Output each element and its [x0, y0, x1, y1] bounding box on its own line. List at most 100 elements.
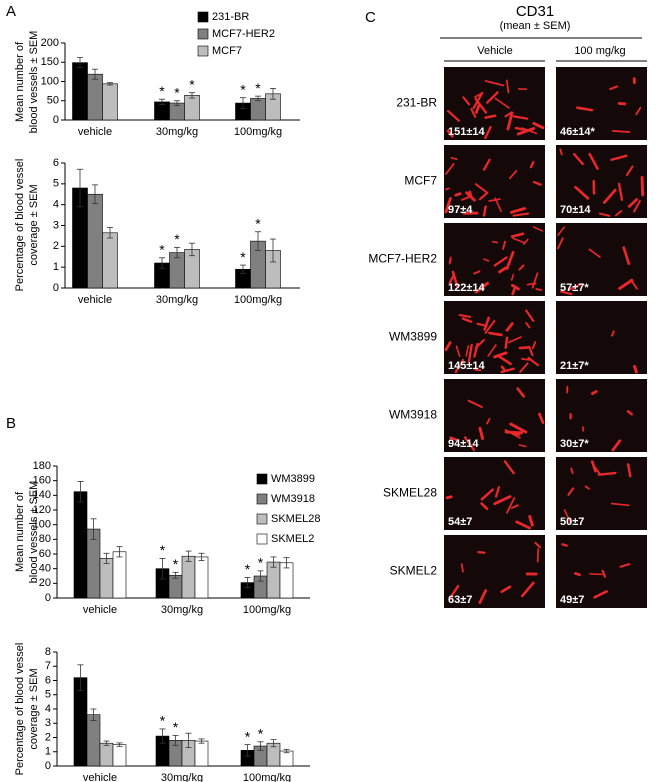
- error-bar: [255, 231, 261, 251]
- significance-marker: *: [245, 561, 251, 577]
- bar: [279, 750, 294, 767]
- vessel-streak: [482, 158, 491, 171]
- y-tick-label: 4: [45, 703, 51, 715]
- y-tick-label: 100: [33, 519, 51, 531]
- significance-marker: *: [240, 81, 246, 97]
- error-bar: [240, 264, 246, 274]
- legend-label: 231-BR: [212, 11, 249, 23]
- error-bar: [77, 168, 83, 208]
- vessel-streak: [504, 429, 521, 439]
- legend-label: WM3918: [271, 493, 315, 505]
- vessel-streak: [525, 309, 535, 322]
- micrograph: [444, 379, 545, 452]
- row-label: WM3918: [389, 408, 437, 422]
- significance-marker: *: [173, 719, 179, 735]
- y-tick-label: 160: [33, 475, 51, 487]
- vessel-streak: [480, 488, 495, 501]
- vessel-streak: [484, 319, 496, 334]
- vessel-streak: [521, 581, 535, 598]
- vessel-streak: [496, 354, 512, 366]
- y-tick-label: 0: [45, 592, 51, 604]
- vessel-streak: [635, 106, 642, 116]
- significance-marker: *: [174, 231, 180, 247]
- vessel-streak: [609, 85, 619, 91]
- vessel-streak: [611, 439, 622, 452]
- vessel-streak: [478, 191, 489, 201]
- vessel-streak: [627, 198, 639, 208]
- vessel-streak: [458, 314, 472, 318]
- error-bar: [198, 552, 205, 561]
- y-tick-label: 180: [33, 460, 51, 472]
- vessel-streak: [463, 436, 476, 452]
- vessel-streak: [473, 270, 481, 275]
- bar: [194, 556, 209, 599]
- bar: [72, 62, 88, 121]
- vessel-streak: [505, 79, 510, 94]
- vessel-streak: [633, 200, 641, 213]
- vessel-streak: [510, 207, 526, 214]
- y-tick-label: 4: [53, 199, 59, 211]
- y-tick-label: 120: [33, 504, 51, 516]
- bar: [181, 555, 196, 599]
- x-tick-label: vehicle: [83, 604, 117, 616]
- vessel-streak: [500, 367, 515, 374]
- x-tick-label: vehicle: [83, 772, 117, 782]
- y-axis-title: coverage ± SEM: [28, 668, 40, 749]
- micrograph: [444, 457, 545, 530]
- bar: [168, 574, 183, 599]
- vessel-streak: [535, 288, 543, 291]
- error-bar: [174, 246, 180, 259]
- vessel-streak: [454, 192, 462, 197]
- vessel-streak: [484, 114, 497, 119]
- y-tick-label: 0: [45, 760, 51, 772]
- x-tick-label: 100mg/kg: [243, 772, 291, 782]
- y-tick-label: 3: [45, 717, 51, 729]
- y-tick-label: 40: [39, 563, 51, 575]
- legend-swatch: [256, 513, 268, 525]
- vessel-streak: [444, 197, 452, 214]
- vessel-streak: [536, 548, 540, 563]
- vessel-streak: [477, 550, 486, 554]
- vessel-streak: [572, 152, 584, 166]
- vessel-streak: [498, 266, 508, 274]
- vessel-streak: [445, 187, 450, 191]
- error-bar: [92, 184, 98, 205]
- vessel-streak: [626, 410, 634, 416]
- tile-value: 54±7: [448, 516, 472, 528]
- vessel-streak: [559, 148, 563, 156]
- vessel-streak: [633, 364, 638, 374]
- vessel-streak: [567, 487, 575, 496]
- panel-title: CD31: [516, 3, 554, 20]
- bar: [194, 740, 209, 767]
- vessel-streak: [506, 111, 514, 131]
- vessel-streak: [576, 106, 594, 112]
- vessel-streak: [450, 157, 458, 161]
- bar: [102, 232, 118, 289]
- bar: [112, 551, 127, 599]
- legend-swatch: [197, 28, 209, 40]
- y-tick-label: 1: [45, 746, 51, 758]
- vessel-streak: [559, 290, 573, 296]
- vessel-streak: [514, 126, 525, 131]
- vessel-streak: [476, 322, 488, 328]
- vessel-streak: [470, 108, 477, 118]
- error-bar: [257, 570, 264, 582]
- panel-subtitle: (mean ± SEM): [500, 20, 571, 32]
- vessel-streak: [614, 210, 623, 217]
- significance-marker: *: [160, 542, 166, 558]
- vessel-streak: [510, 232, 525, 238]
- vessel-streak: [482, 205, 487, 217]
- error-bar: [270, 739, 277, 748]
- error-bar: [244, 577, 251, 589]
- vessel-streak: [561, 543, 568, 547]
- vessel-streak: [474, 281, 489, 294]
- y-tick-label: 8: [45, 646, 51, 658]
- vessel-streak: [601, 569, 606, 578]
- tile-value: 46±14*: [560, 126, 596, 138]
- vessel-streak: [512, 237, 526, 244]
- vessel-streak: [455, 345, 461, 357]
- error-bar: [159, 257, 165, 269]
- vessel-streak: [516, 127, 536, 136]
- vessel-streak: [480, 502, 489, 510]
- error-bar: [172, 571, 179, 579]
